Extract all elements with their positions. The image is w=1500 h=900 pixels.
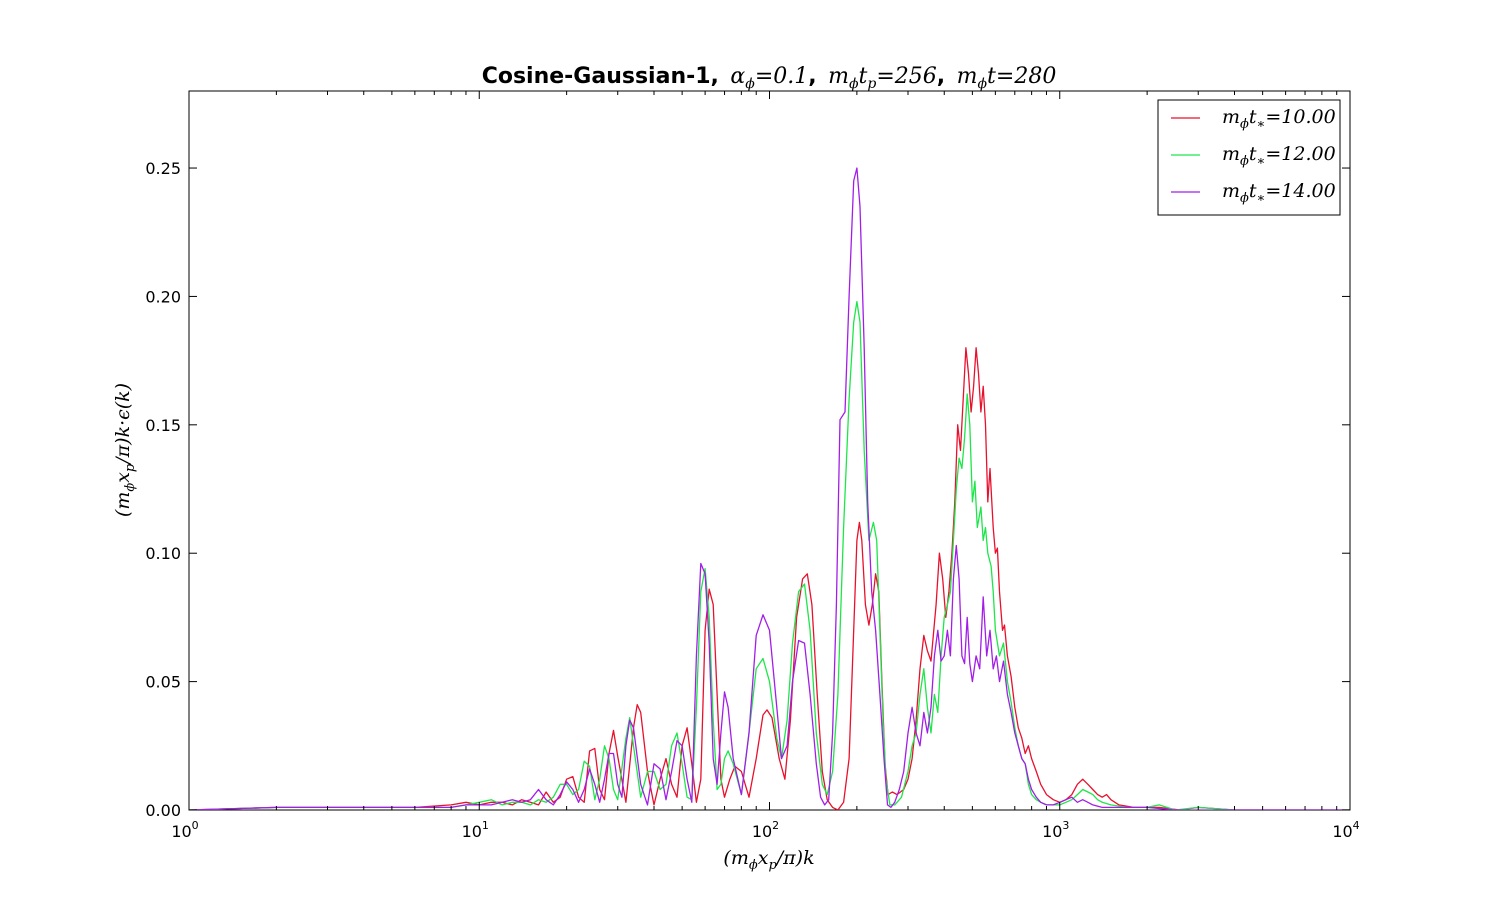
y-tick-label: 0.05 [145, 673, 181, 692]
x-tick-label: 102 [752, 819, 779, 841]
y-tick-label: 0.20 [145, 287, 181, 306]
series-line-3 [189, 167, 1350, 810]
x-tick-label: 100 [171, 819, 198, 841]
y-tick-label: 0.10 [145, 544, 181, 563]
axes: 100 101 102 103 104 0.00 0.05 0.10 0.15 0.20 0.25 [145, 91, 1360, 841]
legend-label-2: mϕt∗=12.00 [1222, 143, 1336, 169]
y-tick-label: 0.00 [145, 801, 181, 820]
x-axis-label: (mϕxp/π)k [723, 847, 814, 873]
x-tick-label: 101 [462, 819, 489, 841]
y-tick-label: 0.25 [145, 159, 181, 178]
x-tick-label: 103 [1042, 819, 1069, 841]
y-tick-label: 0.15 [145, 416, 181, 435]
series-line-2 [189, 300, 1350, 810]
series-line-1 [189, 347, 1350, 810]
legend: mϕt∗=10.00 mϕt∗=12.00 mϕt∗=14.00 [1157, 99, 1341, 216]
x-tick-label: 104 [1332, 819, 1359, 841]
series-group [189, 167, 1350, 810]
legend-label-3: mϕt∗=14.00 [1222, 180, 1336, 206]
chart-title: Cosine-Gaussian-1, αϕ=0.1, mϕtp=256, mϕt… [482, 63, 1057, 92]
legend-label-1: mϕt∗=10.00 [1222, 106, 1336, 132]
y-axis-label: (mϕxp/π)k·ϵ(k) [112, 383, 138, 517]
